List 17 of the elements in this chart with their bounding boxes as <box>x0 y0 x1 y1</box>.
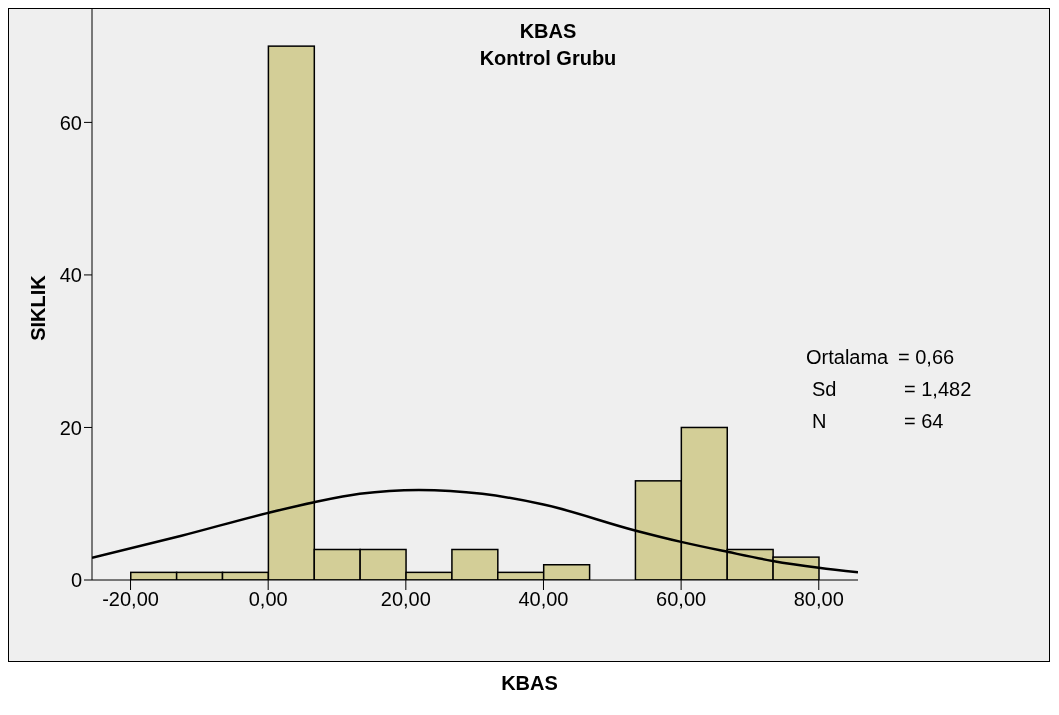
x-tick-label: 20,00 <box>380 588 431 611</box>
x-axis-title: KBAS <box>500 672 559 695</box>
x-tick-label: 80,00 <box>793 588 844 611</box>
y-tick-label: 40 <box>59 264 82 287</box>
x-tick-label: 60,00 <box>656 588 707 611</box>
text: KBAS <box>518 19 578 44</box>
x-tick-label: -20,00 <box>102 588 159 611</box>
x-tick-label: 40,00 <box>518 588 569 611</box>
y-axis-title: SIKLIK <box>26 275 50 341</box>
text: Sd = 1,482 <box>812 378 972 400</box>
text: Kontrol Grubu <box>478 46 618 71</box>
text: N = 64 <box>812 410 944 432</box>
annotation: Ortalama = 0,66 <box>806 345 955 370</box>
y-tick-label: 20 <box>59 416 82 439</box>
y-tick-label: 0 <box>70 569 82 592</box>
y-tick-label: 60 <box>59 111 82 134</box>
x-tick-label: 0,00 <box>248 588 288 611</box>
